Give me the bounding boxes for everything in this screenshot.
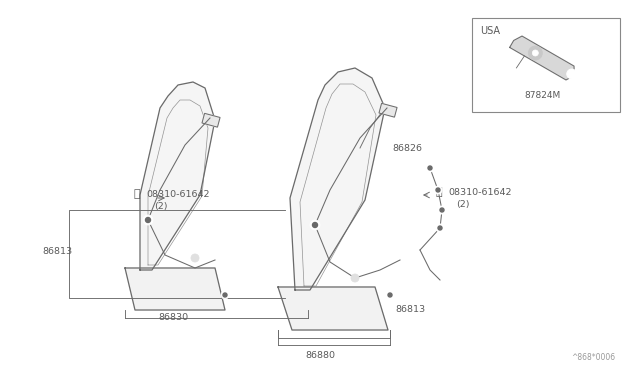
Text: USA: USA [480, 26, 500, 36]
Text: Ⓢ: Ⓢ [133, 189, 140, 199]
Text: 86826: 86826 [392, 144, 422, 153]
Circle shape [434, 186, 442, 194]
Bar [202, 113, 220, 127]
Text: 08310-61642: 08310-61642 [448, 187, 511, 196]
Text: Ⓢ: Ⓢ [435, 187, 442, 197]
Text: (2): (2) [456, 199, 470, 208]
Circle shape [312, 222, 317, 228]
Bar [379, 103, 397, 117]
Polygon shape [125, 268, 225, 310]
Text: 86813: 86813 [42, 247, 72, 257]
Polygon shape [290, 68, 385, 290]
Bar [472, 18, 620, 112]
Circle shape [310, 220, 320, 230]
Circle shape [223, 293, 227, 297]
Polygon shape [509, 36, 574, 80]
Text: 08310-61642: 08310-61642 [146, 189, 209, 199]
Circle shape [529, 46, 542, 60]
Circle shape [221, 291, 229, 299]
Circle shape [351, 274, 359, 282]
Circle shape [440, 208, 444, 212]
Circle shape [143, 215, 153, 225]
Text: (2): (2) [154, 202, 168, 211]
Circle shape [532, 50, 538, 56]
Text: 86830: 86830 [158, 314, 188, 323]
Bar [202, 113, 220, 127]
Text: 86880: 86880 [305, 352, 335, 360]
Bar [379, 103, 397, 117]
Circle shape [436, 188, 440, 192]
Text: 86813: 86813 [395, 305, 425, 314]
Circle shape [145, 218, 150, 222]
Circle shape [426, 164, 434, 172]
Circle shape [436, 224, 444, 232]
Text: ^868*0006: ^868*0006 [571, 353, 615, 362]
Circle shape [438, 226, 442, 230]
Circle shape [388, 293, 392, 297]
Circle shape [438, 206, 446, 214]
Circle shape [386, 291, 394, 299]
Circle shape [191, 254, 199, 262]
Polygon shape [278, 287, 388, 330]
Circle shape [428, 166, 432, 170]
Circle shape [566, 69, 577, 79]
Polygon shape [140, 82, 215, 270]
Text: 87824M: 87824M [524, 91, 560, 100]
